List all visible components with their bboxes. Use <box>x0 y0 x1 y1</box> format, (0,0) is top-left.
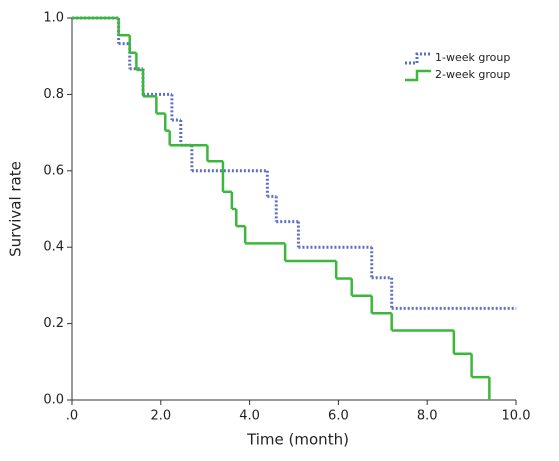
x-tick-label: 10.0 <box>502 409 531 424</box>
legend-label: 1-week group <box>435 51 510 64</box>
y-tick-label: 1.0 <box>43 11 64 26</box>
y-tick-label: 0.2 <box>43 316 64 331</box>
legend-swatch <box>405 69 431 82</box>
x-tick-label: 8.0 <box>417 409 438 424</box>
y-tick-label: 0.6 <box>43 163 64 178</box>
x-tick-label: 2.0 <box>150 409 171 424</box>
y-tick-label: 0.0 <box>43 393 64 408</box>
x-tick-label: .0 <box>66 409 78 424</box>
y-tick-label: 0.8 <box>43 87 64 102</box>
x-axis-label: Time (month) <box>246 431 349 449</box>
legend-label: 2-week group <box>435 68 510 81</box>
y-axis-label: Survival rate <box>7 161 25 257</box>
x-tick-label: 4.0 <box>239 409 260 424</box>
y-tick-label: 0.4 <box>43 240 64 255</box>
legend-swatch <box>405 52 431 65</box>
x-tick-label: 6.0 <box>328 409 349 424</box>
